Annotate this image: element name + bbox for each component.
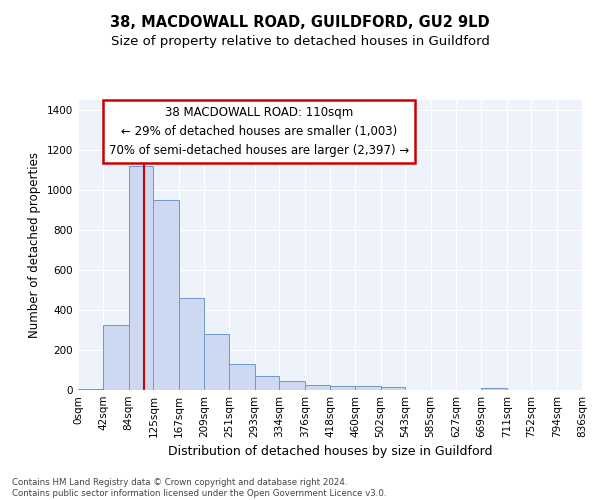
Y-axis label: Number of detached properties: Number of detached properties <box>28 152 41 338</box>
Bar <box>380 387 406 390</box>
Bar <box>280 381 305 390</box>
X-axis label: Distribution of detached houses by size in Guildford: Distribution of detached houses by size … <box>168 446 492 458</box>
Bar <box>229 364 254 390</box>
Bar <box>254 376 280 390</box>
Bar <box>154 200 179 390</box>
Bar <box>330 386 355 390</box>
Bar <box>103 325 128 390</box>
Text: Contains HM Land Registry data © Crown copyright and database right 2024.
Contai: Contains HM Land Registry data © Crown c… <box>12 478 386 498</box>
Bar <box>179 298 204 390</box>
Bar <box>305 385 330 390</box>
Text: Size of property relative to detached houses in Guildford: Size of property relative to detached ho… <box>110 35 490 48</box>
Bar <box>481 388 506 390</box>
Bar <box>78 389 103 390</box>
Bar <box>128 166 154 390</box>
Text: 38 MACDOWALL ROAD: 110sqm
← 29% of detached houses are smaller (1,003)
70% of se: 38 MACDOWALL ROAD: 110sqm ← 29% of detac… <box>109 106 410 157</box>
Text: 38, MACDOWALL ROAD, GUILDFORD, GU2 9LD: 38, MACDOWALL ROAD, GUILDFORD, GU2 9LD <box>110 15 490 30</box>
Bar <box>204 334 229 390</box>
Bar <box>355 386 380 390</box>
